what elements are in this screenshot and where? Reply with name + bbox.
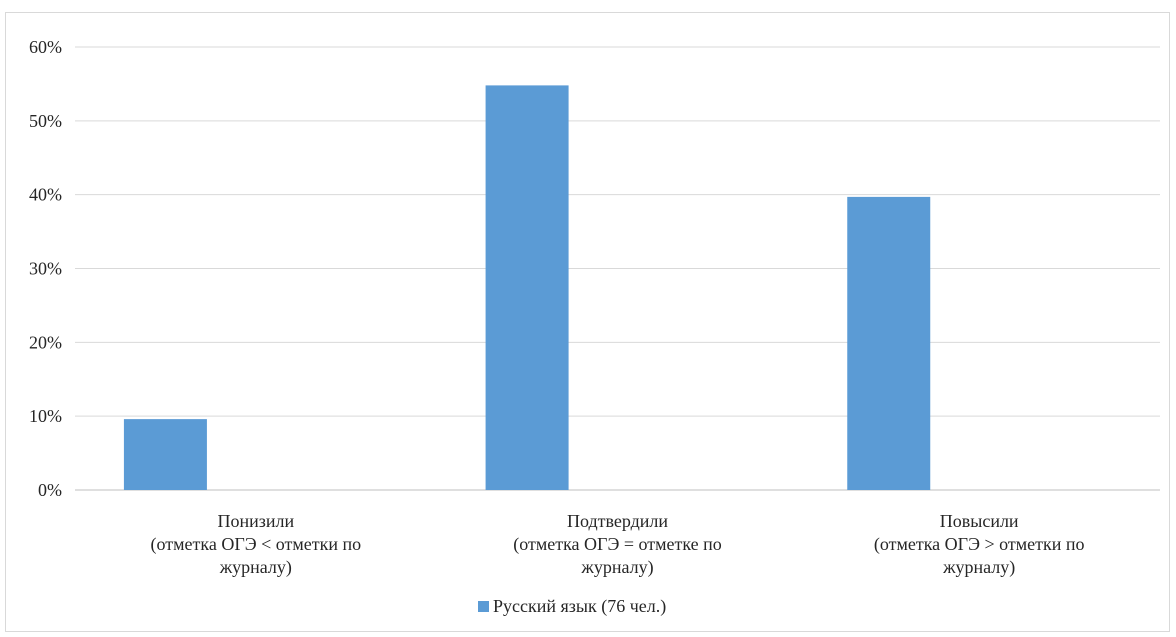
x-category-label: Повысили (отметка ОГЭ > отметки по журналу… (874, 511, 1085, 578)
y-tick-label: 10% (29, 406, 62, 426)
gridlines (75, 46, 1160, 491)
legend-label: Русский язык (76 чел.) (493, 596, 666, 617)
x-axis-category-labels: Понизили (отметка ОГЭ < отметки по журналу… (151, 511, 1085, 578)
x-category-label: Понизили (отметка ОГЭ < отметки по журналу… (151, 511, 362, 578)
y-tick-label: 30% (29, 259, 62, 279)
bar (847, 196, 931, 491)
y-tick-label: 60% (29, 37, 62, 57)
bars (123, 85, 931, 491)
legend-swatch (478, 601, 489, 612)
bar (123, 419, 207, 490)
y-tick-label: 20% (29, 332, 62, 352)
bar (485, 85, 569, 490)
legend: Русский язык (76 чел.) (478, 596, 666, 617)
y-tick-label: 0% (38, 480, 62, 500)
y-tick-label: 40% (29, 185, 62, 205)
chart-frame (5, 12, 1170, 632)
y-tick-label: 50% (29, 111, 62, 131)
x-category-label: Подтвердили (отметка ОГЭ = отметке по журн… (513, 511, 722, 578)
y-axis-tick-labels: 0% 10% 20% 30% 40% 50% 60% (29, 37, 62, 500)
